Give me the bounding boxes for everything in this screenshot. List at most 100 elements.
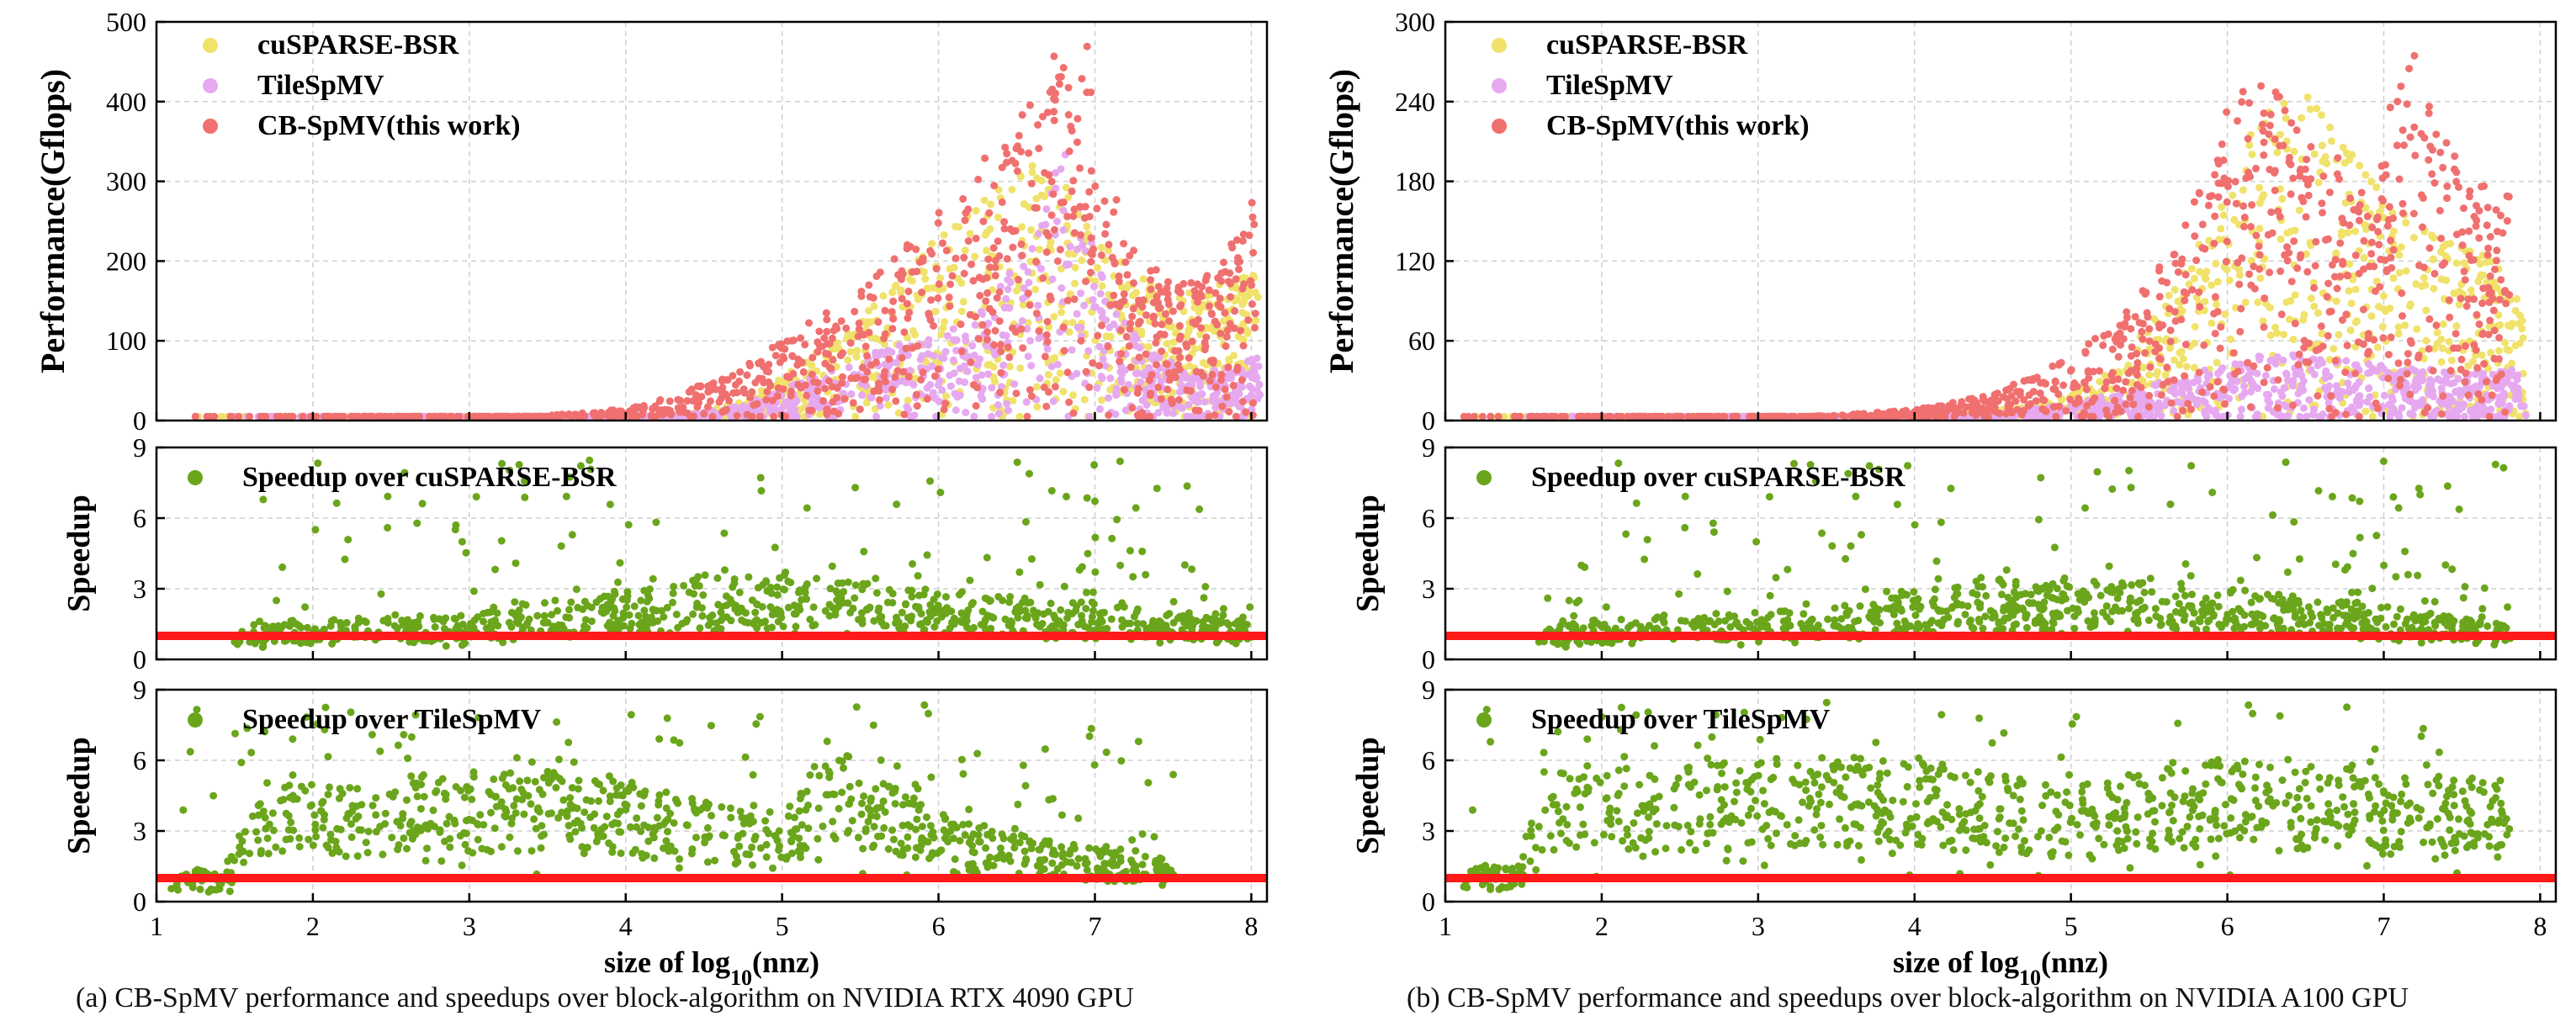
data-point [519,624,527,632]
data-point [783,853,791,860]
data-point [808,371,816,378]
data-point [631,602,639,610]
y-tick-label: 9 [133,675,146,705]
data-point [1002,295,1010,303]
data-point [692,834,700,841]
data-point [1085,188,1093,196]
data-point [917,376,925,384]
data-point [2348,299,2356,307]
data-point [2154,368,2161,376]
data-point [281,784,289,791]
data-point [2406,303,2414,310]
data-point [528,759,536,766]
data-point [1165,300,1173,308]
data-point [259,413,267,421]
data-point [667,409,675,416]
data-point [889,315,897,323]
data-point [855,333,862,341]
data-point [1116,357,1123,365]
data-point [552,784,559,791]
data-point [727,814,734,822]
data-point [1057,284,1065,292]
data-point [1138,548,1146,555]
data-point [2347,326,2355,334]
data-point [901,622,909,630]
data-point [1026,386,1034,394]
data-point [900,410,908,418]
data-point [1025,352,1032,360]
points-b-performance [1460,52,2530,421]
data-point [1105,394,1112,402]
data-point [595,797,602,805]
data-point [942,348,950,356]
data-point [1147,392,1154,400]
data-point [845,753,852,760]
data-point [1176,303,1184,310]
data-point [1248,373,1256,381]
data-point [605,839,612,847]
data-point [926,601,934,609]
data-point [436,828,443,836]
data-point [834,590,841,597]
data-point [958,756,966,764]
data-point [946,294,953,301]
data-point [856,405,864,413]
data-point [810,378,818,386]
data-point [364,849,372,856]
data-point [578,824,586,832]
data-point [976,273,983,281]
data-point [1130,246,1137,254]
data-point [806,771,814,779]
data-point [1163,340,1171,347]
data-point [1237,327,1244,335]
data-point [455,413,463,421]
data-point [1048,177,1056,185]
data-point [1222,342,1230,350]
data-point [808,354,816,362]
data-point [1129,404,1137,411]
data-point [1001,225,1009,233]
data-point [1079,75,1086,82]
data-point [909,327,917,335]
data-point [355,619,363,627]
data-point [997,844,1004,852]
data-point [660,410,668,418]
data-point [1105,411,1112,419]
data-point [1028,555,1036,563]
data-point [864,580,872,588]
data-point [1113,516,1121,523]
data-point [332,838,340,845]
data-point [965,237,973,245]
data-point [904,614,912,622]
data-point [498,843,506,850]
data-point [750,621,758,628]
data-point [1068,127,1076,135]
data-point [873,589,881,596]
data-point [1085,844,1093,852]
data-point [432,413,439,421]
data-point [990,182,998,189]
data-point [777,358,784,366]
data-point [1223,619,1231,627]
data-point [885,845,893,853]
data-point [289,413,296,421]
data-point [904,315,912,322]
data-point [1031,611,1038,619]
data-point [926,381,934,389]
data-point [287,818,294,826]
data-point [263,779,271,786]
data-point [927,822,935,829]
data-point [599,604,607,611]
data-point [956,378,963,385]
data-point [845,800,852,807]
data-point [1211,411,1218,419]
data-point [823,310,830,317]
data-point [1216,330,1224,337]
data-point [983,328,991,336]
data-point [882,808,889,816]
data-point [1019,317,1026,325]
data-point [919,368,926,376]
data-point [975,336,983,343]
data-point [803,580,811,588]
